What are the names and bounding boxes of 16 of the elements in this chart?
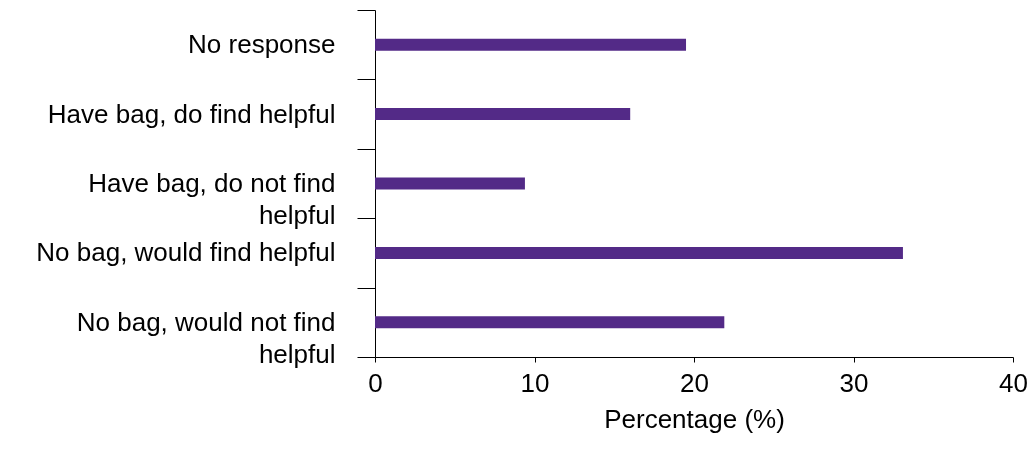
x-tick-label: 30 [839, 367, 869, 398]
x-axis-title: Percentage (%) [604, 403, 785, 434]
x-tick-label: 40 [999, 367, 1028, 398]
y-tick-label: No bag, would find helpful [36, 237, 336, 268]
x-tick-label: 0 [368, 367, 383, 398]
y-tick-label: No bag, would not find helpful [76, 306, 336, 369]
bar [375, 177, 525, 190]
x-tick-label: 20 [680, 367, 709, 398]
bar [375, 108, 631, 121]
bar [375, 246, 903, 259]
x-tick-label: 10 [520, 367, 550, 398]
bar [375, 316, 725, 329]
y-tick-label: No response [188, 29, 336, 60]
bar [375, 38, 687, 51]
y-tick-label: Have bag, do not find helpful [88, 168, 336, 230]
y-tick-label: Have bag, do find helpful [47, 98, 336, 129]
